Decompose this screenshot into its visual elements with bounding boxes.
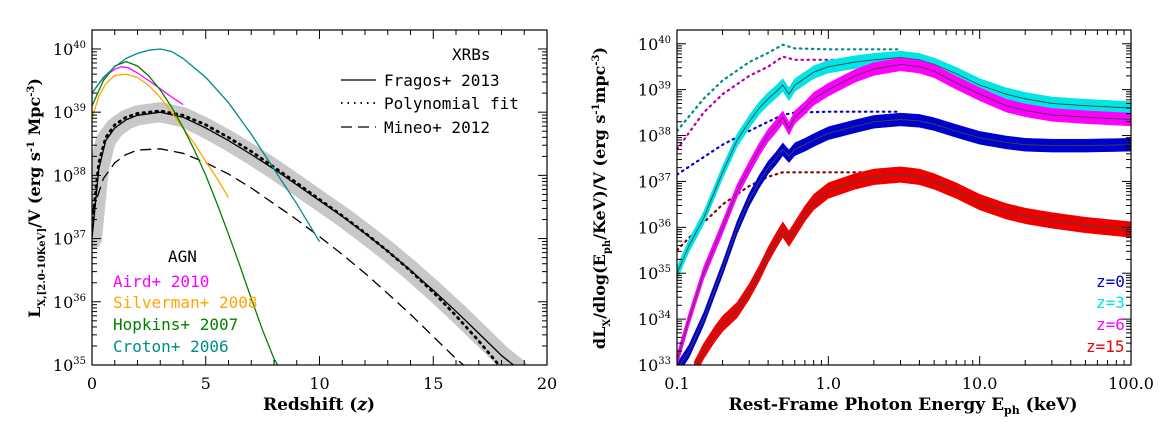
legend-label-z0: z=0 [1096,272,1125,291]
series-z-15 [696,174,1131,365]
xrb-legend: XRBs Fragos+ 2013 Polynomial fit Mineo+ … [341,45,519,137]
right-x-tick-label: 0.1 [664,374,689,393]
right-y-tick-label: 1037 [638,172,671,191]
legend-label-mineo: Mineo+ 2012 [384,118,490,137]
legend-label-z3: z=3 [1096,293,1125,312]
left-series-clip [92,48,528,365]
right-y-tick-label: 1038 [638,127,671,146]
right-y-tick-label: 1039 [638,81,671,100]
right-plot-frame [676,29,1132,366]
right-x-tick-label: 100.0 [1108,374,1154,393]
xrb-legend-title: XRBs [452,45,491,64]
right-x-tick-label: 10.0 [962,374,998,393]
right-y-axis-label: dLX/dlog(Eph/KeV)/V (erg s-1mpc-3) [590,47,613,349]
series-hopkins-2007 [92,60,279,365]
left-axis-ticks: 0 5 10 15 20 1035 1036 1037 1038 1039 1040 [53,30,557,393]
series-polynomial-fit [92,109,501,365]
right-x-tick-label: 1.0 [816,374,841,393]
left-x-tick-label: 0 [87,374,97,393]
band-z-6 [677,57,1131,365]
legend-label-silverman: Silverman+ 2008 [113,293,258,312]
series-z-3-dotted [677,43,902,133]
legend-label-aird: Aird+ 2010 [113,272,209,291]
series-mineo-2012 [92,148,465,365]
legend-label-croton: Croton+ 2006 [113,337,229,356]
left-y-tick-label: 1037 [53,230,86,249]
left-x-tick-label: 5 [201,374,211,393]
right-y-tick-label: 1040 [638,35,671,54]
left-y-tick-label: 1038 [53,166,86,185]
agn-legend: AGN Aird+ 2010 Silverman+ 2008 Hopkins+ … [113,247,258,356]
right-y-tick-label: 1035 [638,264,671,283]
right-x-axis-label: Rest-Frame Photon Energy Eph (keV) [728,395,1077,417]
series-croton-2006 [92,48,321,243]
right-series-layer [677,43,1131,365]
legend-label-fragos: Fragos+ 2013 [384,71,500,90]
right-y-tick-label: 1036 [638,218,671,237]
band-z-0 [677,112,1131,365]
series-z-0 [679,119,1131,365]
left-y-tick-label: 1039 [53,103,86,122]
left-x-tick-label: 20 [537,374,557,393]
legend-label-hopkins: Hopkins+ 2007 [113,315,238,334]
legend-label-polyfit: Polynomial fit [384,94,519,113]
legend-label-z15: z=15 [1086,337,1125,356]
right-series-clip [677,43,1131,365]
left-y-tick-label: 1036 [53,293,86,312]
right-y-tick-label: 1033 [638,356,671,375]
redshift-legend: z=0 z=3 z=6 z=15 [1086,272,1125,356]
series-aird-2010 [92,66,184,106]
series-silverman-2008 [92,73,230,198]
right-y-tick-label: 1034 [638,310,671,329]
right-axis-ticks: 0.1 1.0 10.0 100.0 1033 1034 1035 1036 1037 1038 1… [638,30,1154,393]
left-x-axis-label: Redshift (z) [263,395,375,415]
legend-label-z6: z=6 [1096,315,1125,334]
left-y-axis-label: LX,[2.0-10KeV]/V (erg s-1 Mpc-3) [25,78,48,318]
left-plot-redshift: 0 5 10 15 20 1035 1036 1037 1038 1039 1040 XRBs Fr… [25,29,557,415]
right-plot-energy: 0.1 1.0 10.0 100.0 1033 1034 1035 1036 1037 1038 1… [590,29,1154,417]
agn-legend-title: AGN [168,247,197,266]
left-x-tick-label: 10 [309,374,329,393]
left-y-tick-label: 1035 [53,356,86,375]
series-z-6 [677,63,1131,361]
band-z-3 [677,50,1131,280]
left-y-tick-label: 1040 [53,40,86,59]
series-z-15-dotted [677,171,902,252]
left-series-layer [92,48,528,365]
series-fragos-2013 [92,111,515,365]
left-x-tick-label: 15 [423,374,443,393]
series-z-3 [677,57,1131,274]
